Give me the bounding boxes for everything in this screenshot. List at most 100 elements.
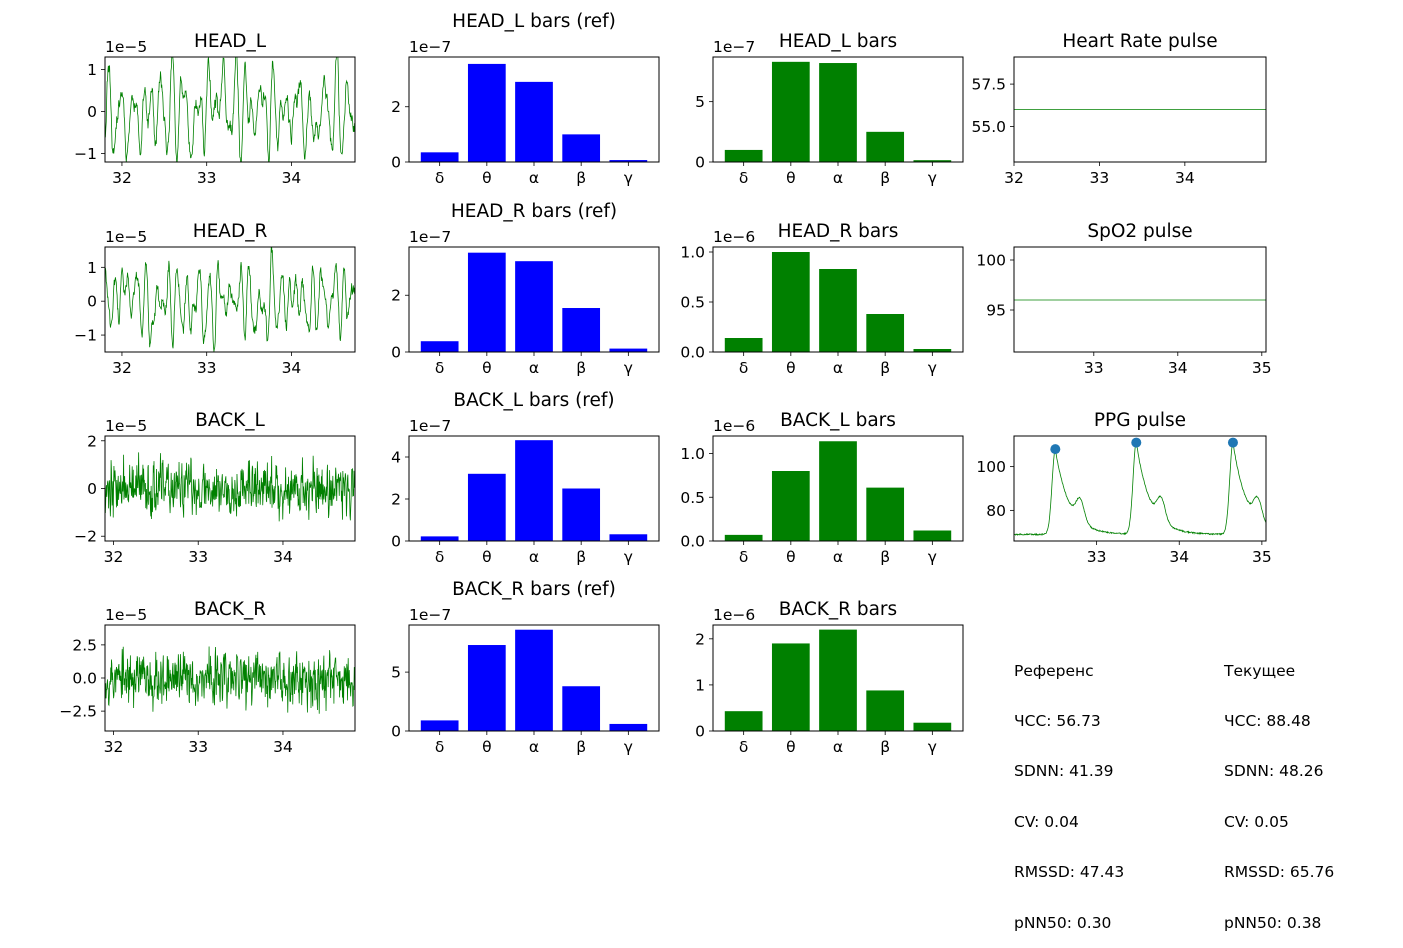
bar-bars-back-l-4 [913, 530, 952, 541]
stats-current-pnn50: pNN50: 0.38 [1224, 913, 1322, 932]
stats-current-cv: CV: 0.05 [1224, 812, 1289, 831]
stats-reference: Референс ЧСС: 56.73 SDNN: 41.39 CV: 0.04… [1014, 629, 1124, 948]
panel-bars-back-l: δ θ α β γ 0.0 0.5 1.0 1e−6 BACK_L bars [680, 410, 964, 566]
ytick-label-ts-head-l-1: 0 [87, 103, 97, 121]
ytick-label-hr-pulse-0: 55.0 [971, 118, 1006, 136]
panel-hr-pulse: 32 33 34 55.0 57.5 Heart Rate pulse [971, 31, 1267, 187]
ytick-label-bars-head-l-1: 5 [695, 93, 705, 111]
bar-bars-back-l-0 [724, 534, 763, 541]
bar-bars-head-l-4 [913, 160, 952, 162]
stats-reference-rmssd: RMSSD: 47.43 [1014, 863, 1125, 882]
axes-frame-bars-head-l [712, 56, 964, 163]
ytick-label-bars-back-r-0: 0 [695, 723, 705, 741]
ytick-label-bars-head-l-0: 0 [695, 154, 705, 172]
xtick-label-ts-head-r-1: 33 [197, 359, 217, 377]
bar-bars-head-r-3 [866, 314, 905, 352]
ytick-label-bars-head-r-0: 0.0 [680, 344, 705, 362]
title-ts-back-r: BACK_R [194, 599, 266, 620]
ytick-label-bars-back-r-ref-0: 0 [391, 723, 401, 741]
xtick-label-hr-pulse-1: 33 [1090, 169, 1110, 187]
stats-current-header: Текущее [1224, 661, 1296, 680]
ytick-label-ts-head-l-0: −1 [74, 145, 97, 163]
xtick-label-bars-back-l-2: α [833, 548, 843, 566]
ytick-label-bars-head-r-ref-1: 2 [391, 287, 401, 305]
title-hr-pulse: Heart Rate pulse [1062, 31, 1217, 52]
scale-label-bars-back-r-ref: 1e−7 [409, 606, 451, 624]
bar-bars-head-l-2 [819, 63, 857, 162]
series-line-ts-head-l [105, 57, 355, 162]
ytick-label-bars-back-l-2: 1.0 [680, 445, 705, 463]
title-bars-back-r: BACK_R bars [779, 599, 897, 620]
bar-bars-back-l-ref-2 [515, 440, 553, 541]
bar-bars-back-r-ref-3 [562, 686, 601, 731]
xtick-label-bars-head-l-3: β [880, 169, 890, 187]
xtick-label-ppg-pulse-0: 33 [1087, 548, 1107, 566]
panel-bars-head-r: δ θ α β γ 0.0 0.5 1.0 1e−6 HEAD_R bars [680, 221, 964, 377]
scale-label-bars-head-r: 1e−6 [713, 228, 755, 246]
xtick-label-bars-back-r-1: θ [786, 738, 795, 756]
ytick-label-bars-head-r-ref-0: 0 [391, 344, 401, 362]
bar-bars-head-l-ref-0 [420, 152, 459, 162]
bar-bars-back-r-4 [913, 722, 952, 731]
bar-bars-head-r-2 [819, 269, 857, 352]
panel-bars-head-l: δ θ α β γ 0 5 1e−7 HEAD_L bars [695, 31, 964, 187]
bar-bars-head-l-ref-1 [467, 63, 506, 162]
xtick-label-bars-head-l-ref-4: γ [624, 169, 633, 187]
xtick-label-bars-back-r-2: α [833, 738, 843, 756]
xtick-label-bars-back-r-ref-1: θ [482, 738, 491, 756]
ytick-label-ts-head-r-0: −1 [74, 327, 97, 345]
ytick-label-ts-back-r-0: −2.5 [59, 703, 97, 721]
axes-frame-spo2-pulse [1013, 246, 1267, 353]
xtick-label-bars-back-r-0: δ [739, 738, 748, 756]
bar-bars-back-l-1 [771, 471, 810, 541]
axes-frame-bars-head-r [712, 246, 964, 353]
title-bars-head-r: HEAD_R bars [778, 221, 899, 242]
xtick-label-bars-back-r-ref-2: α [529, 738, 539, 756]
stats-reference-cv: CV: 0.04 [1014, 812, 1079, 831]
xtick-label-ts-head-r-0: 32 [112, 359, 132, 377]
axes-frame-ts-back-l [104, 435, 356, 542]
bar-bars-head-l-1 [771, 61, 810, 162]
axes-frame-bars-back-r [712, 624, 964, 732]
xtick-label-bars-head-l-4: γ [928, 169, 937, 187]
ytick-label-bars-head-l-ref-1: 2 [391, 98, 401, 116]
scale-label-bars-head-l-ref: 1e−7 [409, 38, 451, 56]
stats-reference-header: Референс [1014, 661, 1094, 680]
xtick-label-bars-back-l-1: θ [786, 548, 795, 566]
bar-bars-head-r-4 [913, 349, 952, 352]
bar-bars-head-r-ref-2 [515, 261, 553, 352]
axes-frame-ts-back-r [104, 624, 356, 732]
xtick-label-bars-head-l-ref-1: θ [482, 169, 491, 187]
axes-frame-bars-back-l [712, 435, 964, 542]
series-line-ts-back-r [105, 646, 355, 714]
xtick-label-ts-back-l-0: 32 [104, 548, 124, 566]
peak-marker-0 [1050, 444, 1061, 455]
xtick-label-bars-head-r-0: δ [739, 359, 748, 377]
xtick-label-bars-head-l-2: α [833, 169, 843, 187]
bar-bars-head-r-1 [771, 252, 810, 352]
xtick-label-ts-back-r-2: 34 [273, 738, 293, 756]
xtick-label-bars-head-r-ref-2: α [529, 359, 539, 377]
panel-ts-head-r: 32 33 34 −1 0 1 1e−5 HEAD_R [74, 221, 356, 377]
title-bars-head-r-ref: HEAD_R bars (ref) [451, 201, 617, 222]
ytick-label-spo2-pulse-0: 95 [986, 302, 1006, 320]
ytick-label-ts-back-l-0: −2 [74, 528, 97, 546]
ytick-label-bars-head-r-1: 0.5 [680, 294, 705, 312]
ytick-label-ts-back-l-2: 2 [87, 432, 97, 450]
series-line-ts-head-r [105, 247, 355, 352]
ytick-label-bars-head-r-2: 1.0 [680, 244, 705, 262]
title-ts-head-l: HEAD_L [194, 31, 267, 52]
xtick-label-ts-head-l-0: 32 [112, 169, 132, 187]
xtick-label-spo2-pulse-0: 33 [1084, 359, 1104, 377]
xtick-label-bars-head-r-ref-4: γ [624, 359, 633, 377]
bar-bars-head-l-3 [866, 131, 905, 162]
scale-label-bars-back-l: 1e−6 [713, 417, 755, 435]
xtick-label-bars-head-r-ref-1: θ [482, 359, 491, 377]
xtick-label-bars-back-r-ref-3: β [576, 738, 586, 756]
bar-bars-back-l-2 [819, 441, 857, 541]
panel-ts-back-r: 32 33 34 −2.5 0.0 2.5 1e−5 BACK_R [59, 599, 356, 756]
xtick-label-spo2-pulse-2: 35 [1252, 359, 1272, 377]
axes-frame-bars-head-r-ref [408, 246, 660, 353]
